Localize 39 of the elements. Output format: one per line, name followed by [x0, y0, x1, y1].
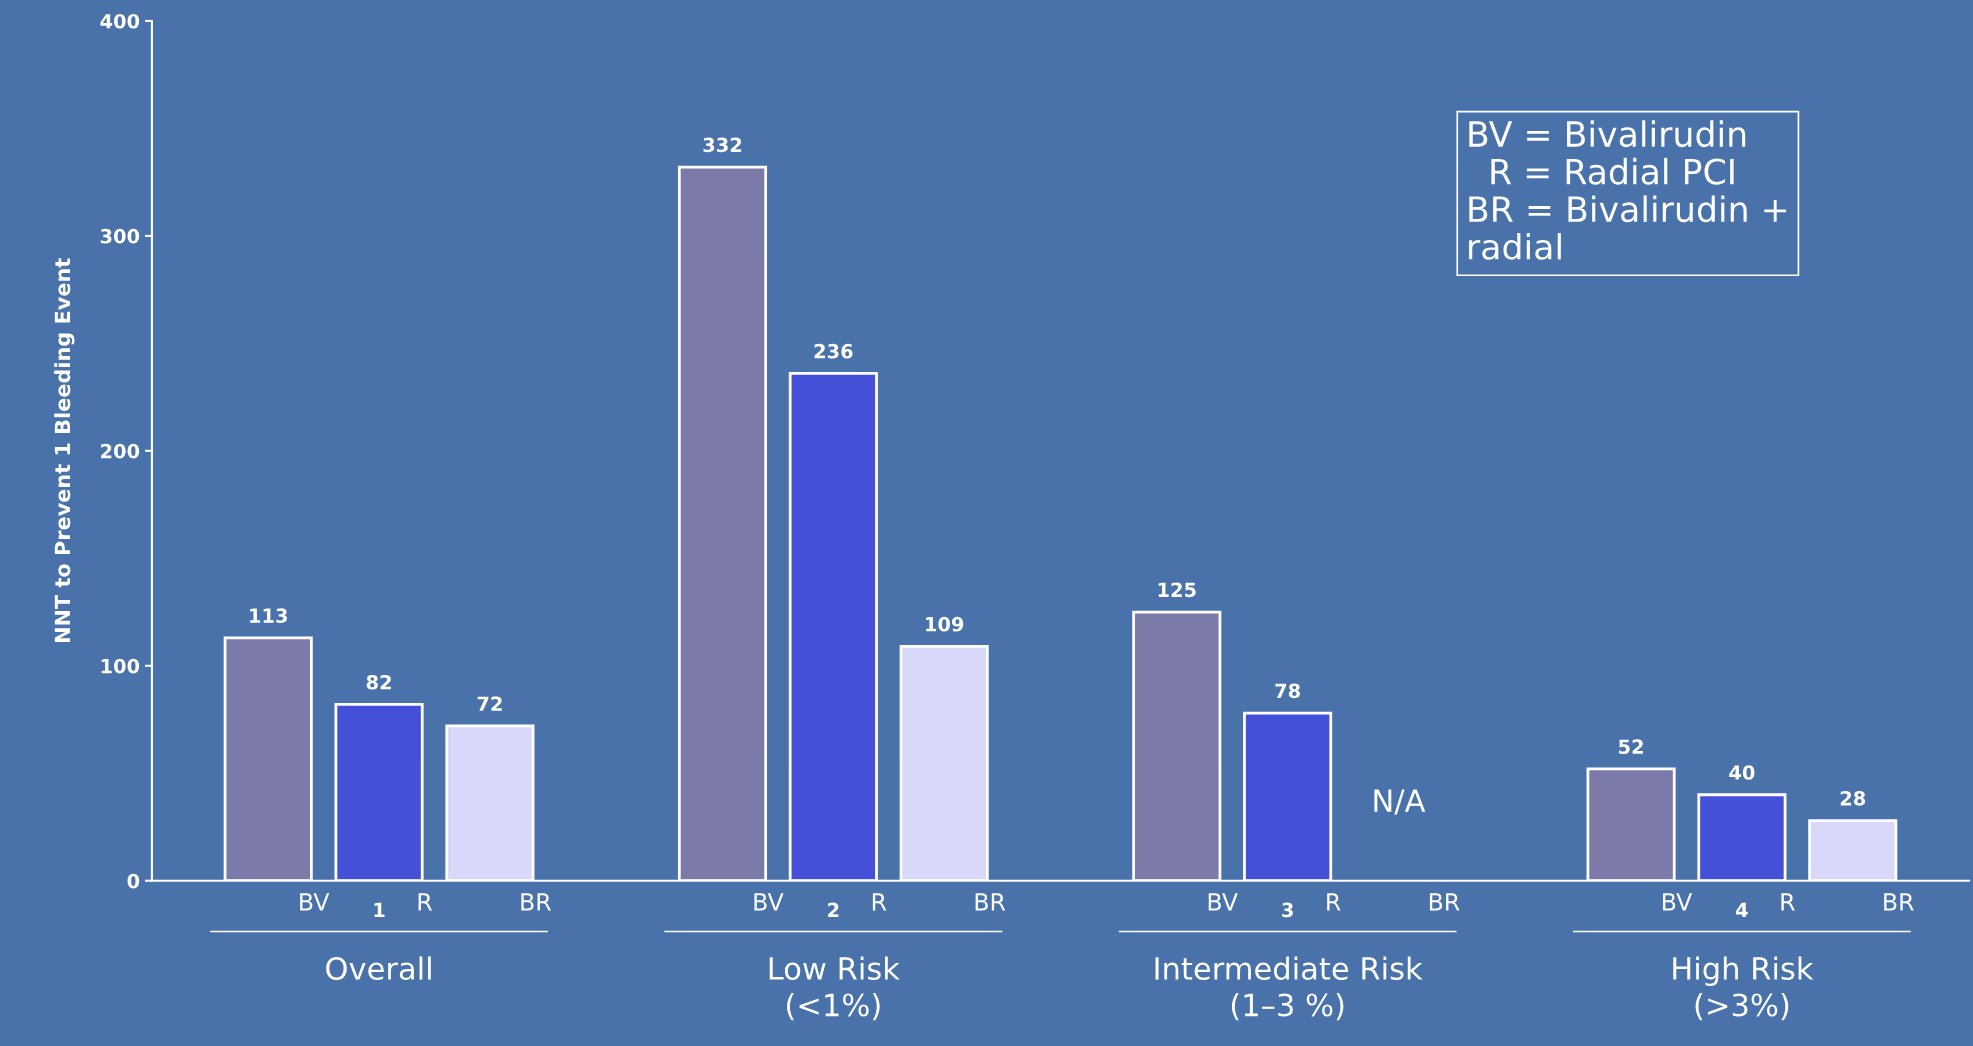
data-label: 125 — [1158, 582, 1196, 598]
series-label: BV — [300, 893, 330, 911]
series-label: BR — [521, 893, 551, 911]
text: 4 — [1736, 902, 1748, 918]
text: 3 — [1282, 902, 1293, 918]
y-tick-label: 400 — [100, 13, 140, 29]
text: BR — [975, 893, 1006, 911]
data-label: 113 — [250, 608, 287, 623]
text: R — [872, 893, 887, 911]
x-tick-label: Intermediate Risk (1–3 %) — [1155, 956, 1423, 1021]
series-label: R — [418, 893, 433, 911]
annotation: N/A — [1374, 789, 1426, 815]
annotation: BV = Bivalirudin R = Radial PCI BR = Bivalirudin + radial — [1469, 120, 1787, 260]
y-tick-label: 0 — [127, 873, 140, 889]
x-tick-label: Low Risk (<1%) — [769, 956, 900, 1021]
text: 2 — [828, 902, 839, 918]
data-label: 82 — [366, 674, 391, 690]
data-label: 40 — [1729, 765, 1755, 780]
text: R — [1327, 893, 1341, 911]
text: R — [1781, 893, 1795, 911]
text: BR — [1884, 893, 1914, 911]
x-tick-label: High Risk (>3%) — [1673, 956, 1814, 1021]
text: BV — [754, 893, 784, 911]
y-tick-label: 200 — [101, 443, 140, 459]
data-label: 78 — [1275, 683, 1300, 699]
data-label: 332 — [703, 137, 742, 153]
y-tick-label: 100 — [101, 658, 140, 674]
y-axis-title: NNT to Prevent 1 Bleeding Event — [54, 258, 75, 642]
data-label: 109 — [926, 616, 964, 632]
text: 1 — [374, 902, 385, 918]
text: BV — [1208, 893, 1238, 911]
y-tick-label: 300 — [100, 228, 140, 244]
text: BR — [1429, 893, 1460, 911]
data-label: 28 — [1840, 790, 1866, 806]
text: BV — [1663, 893, 1693, 911]
data-label: 72 — [477, 696, 502, 711]
data-label: 236 — [814, 343, 853, 359]
x-tick-label: Overall — [326, 956, 431, 981]
data-label: 52 — [1619, 739, 1643, 755]
